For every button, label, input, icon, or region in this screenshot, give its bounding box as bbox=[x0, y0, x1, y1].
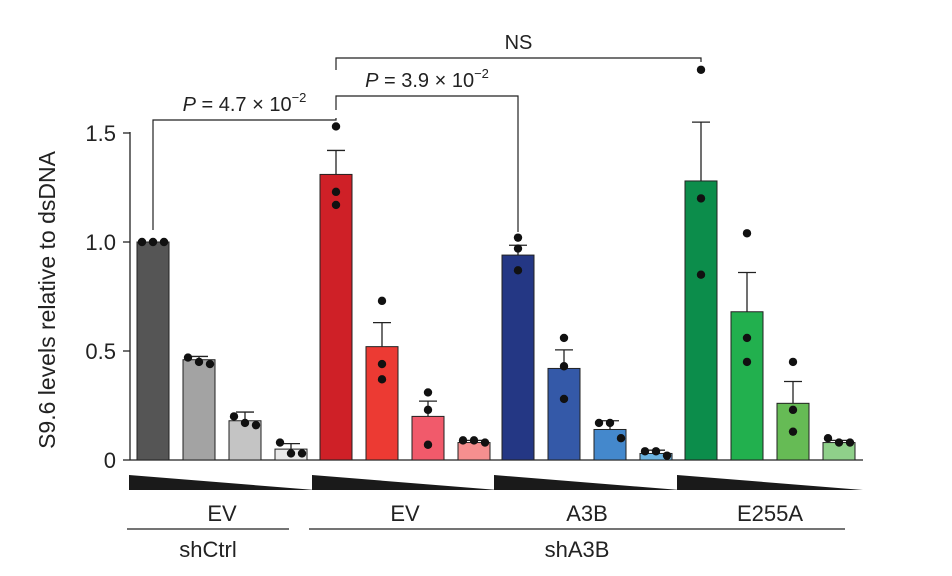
bar bbox=[411, 415, 445, 461]
group-label: A3B bbox=[566, 501, 608, 526]
dose-wedge bbox=[677, 475, 863, 490]
significance-bracket bbox=[152, 118, 337, 230]
data-point bbox=[229, 412, 239, 421]
data-point bbox=[559, 362, 569, 371]
group-label: EV bbox=[390, 501, 420, 526]
data-point bbox=[423, 405, 433, 415]
data-point bbox=[651, 447, 661, 456]
data-point bbox=[377, 359, 387, 369]
data-point bbox=[616, 434, 626, 443]
data-point bbox=[742, 229, 752, 238]
data-point bbox=[696, 270, 706, 279]
data-point bbox=[469, 436, 479, 445]
data-point bbox=[423, 440, 433, 449]
data-point bbox=[297, 449, 307, 458]
data-point bbox=[594, 418, 604, 428]
group-label: EV bbox=[207, 501, 237, 526]
data-point bbox=[377, 375, 387, 384]
data-point bbox=[331, 122, 341, 131]
data-point bbox=[559, 394, 569, 404]
y-tick-label: 1.0 bbox=[85, 230, 116, 255]
dose-wedge bbox=[312, 475, 498, 490]
bar bbox=[319, 173, 353, 461]
group-label: E255A bbox=[737, 501, 803, 526]
significance-label: NS bbox=[505, 32, 533, 54]
data-point bbox=[275, 438, 285, 447]
data-point bbox=[662, 451, 672, 460]
data-point bbox=[251, 420, 261, 430]
data-point bbox=[742, 357, 752, 367]
data-point bbox=[377, 296, 387, 306]
data-point bbox=[823, 434, 833, 443]
data-point bbox=[788, 405, 798, 415]
data-point bbox=[286, 449, 296, 458]
data-point bbox=[834, 438, 844, 447]
y-tick-label: 0 bbox=[104, 448, 116, 473]
condition-label: shA3B bbox=[545, 537, 610, 562]
bar bbox=[501, 254, 535, 461]
data-point bbox=[742, 333, 752, 343]
data-point bbox=[559, 333, 569, 343]
y-axis-label: S9.6 levels relative to dsDNA bbox=[34, 150, 60, 449]
significance-bracket bbox=[335, 95, 519, 232]
significance-label: P = 4.7 × 10−2 bbox=[183, 90, 307, 116]
data-point bbox=[137, 237, 147, 247]
data-point bbox=[480, 438, 490, 447]
data-point bbox=[845, 438, 855, 447]
significance-bracket bbox=[335, 57, 702, 70]
data-point bbox=[458, 436, 468, 445]
data-point bbox=[513, 244, 523, 253]
data-point bbox=[331, 187, 341, 197]
y-tick-label: 1.5 bbox=[85, 121, 116, 146]
data-point bbox=[513, 233, 523, 242]
bar bbox=[136, 241, 170, 461]
data-point bbox=[605, 418, 615, 428]
significance-label: P = 3.9 × 10−2 bbox=[365, 66, 489, 92]
dose-wedge bbox=[494, 475, 680, 490]
data-point bbox=[513, 266, 523, 275]
data-point bbox=[331, 200, 341, 210]
data-point bbox=[240, 418, 250, 428]
data-point bbox=[640, 447, 650, 456]
data-point bbox=[696, 65, 706, 74]
data-point bbox=[183, 353, 193, 362]
data-point bbox=[788, 427, 798, 436]
data-point bbox=[205, 359, 215, 369]
data-point bbox=[148, 237, 158, 247]
data-point bbox=[423, 388, 433, 397]
data-point bbox=[194, 357, 204, 367]
data-point bbox=[696, 194, 706, 203]
bar bbox=[684, 180, 718, 461]
condition-label: shCtrl bbox=[179, 537, 236, 562]
data-point bbox=[788, 357, 798, 367]
bar bbox=[182, 359, 216, 461]
data-point bbox=[159, 237, 169, 247]
bar bbox=[547, 367, 581, 461]
dose-wedge bbox=[129, 475, 315, 490]
y-tick-label: 0.5 bbox=[85, 339, 116, 364]
